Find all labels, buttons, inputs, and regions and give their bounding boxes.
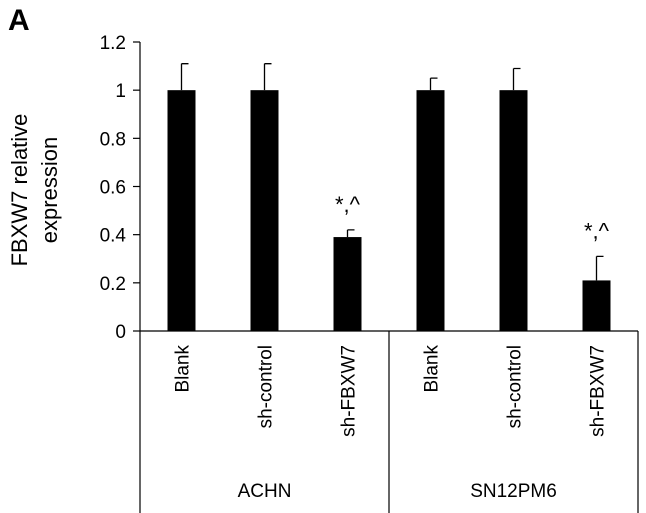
bar [250,90,279,332]
group-label: SN12PM6 [470,481,557,502]
x-tick-label: sh-control [505,345,526,428]
bar [167,90,196,332]
x-tick-label: sh-FBXW7 [339,345,360,437]
group-label: ACHN [238,481,292,502]
bar [416,90,445,332]
x-tick-label: sh-FBXW7 [588,345,609,437]
x-tick-label: Blank [422,345,443,393]
y-tick-label: 0.8 [100,129,126,150]
x-tick-label: Blank [173,345,194,393]
y-tick-label: 1.2 [100,33,126,54]
error-bar [346,229,355,238]
y-tick-label: 1 [115,81,126,102]
y-tick-label: 0.4 [100,226,127,247]
error-bar [180,63,189,91]
x-tick-label: sh-control [256,345,277,428]
y-tick-label: 0.2 [100,274,126,295]
error-bar [512,67,521,91]
error-bar [429,77,438,91]
y-tick-label: 0.6 [100,178,126,199]
annotation: *,^ [584,218,610,243]
y-axis-label: FBXW7 relative [7,114,32,267]
bar [333,237,362,331]
bar [582,280,611,331]
annotation: *,^ [335,192,361,217]
y-axis-label: expression [37,137,62,243]
error-bar [263,63,272,91]
y-tick-label: 0 [115,322,126,343]
panel-label: A [8,4,30,37]
error-bar [595,255,604,281]
bar [499,90,528,332]
